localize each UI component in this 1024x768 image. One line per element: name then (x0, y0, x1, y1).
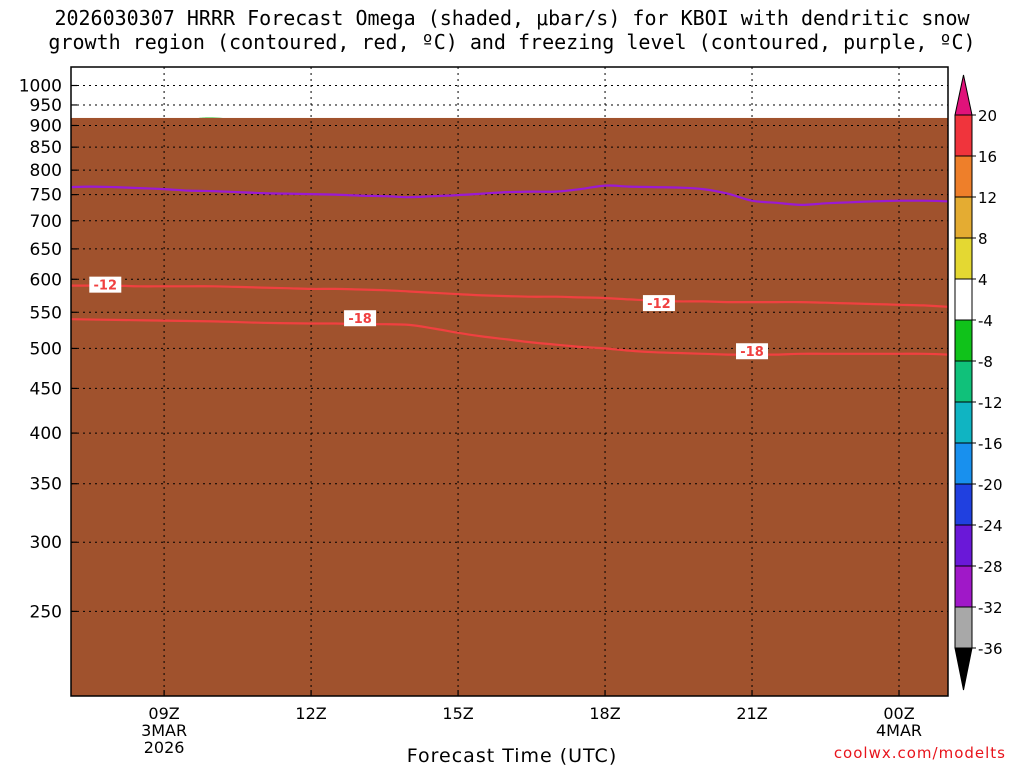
x-tick-label-00Z: 00Z (883, 704, 914, 723)
temperature-contours (71, 184, 948, 356)
plot-frame (70, 66, 949, 697)
y-tick-label-800: 800 (30, 161, 62, 181)
title-line-2: growth region (contoured, red, ºC) and f… (48, 30, 976, 54)
colorbar-band-4 (954, 278, 973, 321)
colorbar-label--36: -36 (978, 640, 1003, 658)
colorbar-band-8 (954, 442, 973, 485)
colorbar-label-12: 12 (978, 189, 997, 207)
colorbar-band-11 (954, 565, 973, 608)
x-tick-label-12Z: 12Z (295, 704, 326, 723)
x-tick-label-4MAR: 4MAR (876, 721, 922, 740)
contour-line-1 (71, 284, 948, 308)
contour-label--12: -12 (647, 297, 671, 312)
x-tick-label-18Z: 18Z (589, 704, 620, 723)
y-tick-label-850: 850 (30, 138, 62, 158)
x-axis-title: Forecast Time (UTC) (406, 745, 618, 767)
title-line-1: 2026030307 HRRR Forecast Omega (shaded, … (54, 6, 970, 30)
contour-label--12: -12 (94, 279, 118, 294)
colorbar-label--32: -32 (978, 599, 1003, 617)
colorbar-label--20: -20 (978, 476, 1003, 494)
colorbar-band-12 (954, 606, 973, 649)
colorbar-band-6 (954, 360, 973, 403)
colorbar-band-10 (954, 524, 973, 567)
colorbar-label-16: 16 (978, 148, 997, 166)
contour-label-bg (736, 343, 769, 360)
y-tick-label-350: 350 (30, 475, 62, 495)
contour-label-bg (89, 276, 122, 293)
y-tick-label-650: 650 (30, 240, 62, 260)
colorbar-band-0 (954, 114, 973, 157)
colorbar-over-arrow (954, 74, 973, 116)
y-tick-label-500: 500 (30, 339, 62, 359)
contour-line-2 (71, 184, 948, 207)
plot-area: -18 -18 -12 -12 (71, 67, 948, 696)
y-tick-label-450: 450 (30, 379, 62, 399)
colorbar-band-1 (954, 155, 973, 198)
contour-labels: -18 -18 -12 -12 (89, 276, 769, 360)
colorbar-label--24: -24 (978, 517, 1003, 535)
contour-label-bg (642, 295, 675, 312)
x-tick-label-09Z: 09Z (148, 704, 179, 723)
colorbar-under-arrow (954, 647, 973, 691)
omega-colorbar: 20 16 12 8 4 -4 -8 -12 -16 -20 -24 -28 -32 -36 (954, 74, 1003, 691)
ground-below-surface (71, 117, 948, 696)
colorbar-band-9 (954, 483, 973, 526)
source-credit: coolwx.com/modelts (833, 744, 1006, 762)
colorbar-label--4: -4 (978, 312, 993, 330)
x-tick-label-15Z: 15Z (442, 704, 473, 723)
pressure-axis: 2503003504004505005506006507007508008509… (19, 77, 77, 622)
x-tick-label-2026: 2026 (144, 738, 185, 757)
colorbar-band-5 (954, 319, 973, 362)
y-tick-label-300: 300 (30, 533, 62, 553)
y-tick-label-700: 700 (30, 212, 62, 232)
grid-lines (71, 67, 948, 696)
y-tick-label-950: 950 (30, 96, 62, 116)
contour-label-bg (344, 310, 377, 327)
y-tick-label-400: 400 (30, 424, 62, 444)
colorbar-band-7 (954, 401, 973, 444)
y-tick-label-550: 550 (30, 303, 62, 323)
x-tick-label-21Z: 21Z (736, 704, 767, 723)
x-tick-label-3MAR: 3MAR (141, 721, 187, 740)
y-tick-label-900: 900 (30, 116, 62, 136)
colorbar-label--12: -12 (978, 394, 1003, 412)
contour-line-0 (71, 318, 948, 356)
contour-label--18: -18 (348, 312, 372, 327)
colorbar-label--28: -28 (978, 558, 1003, 576)
y-tick-label-750: 750 (30, 186, 62, 206)
colorbar-band-3 (954, 237, 973, 280)
y-tick-label-250: 250 (30, 602, 62, 622)
y-tick-label-600: 600 (30, 270, 62, 290)
colorbar-label-20: 20 (978, 107, 997, 125)
colorbar-label--8: -8 (978, 353, 993, 371)
colorbar-label-8: 8 (978, 230, 988, 248)
chart-title: 2026030307 HRRR Forecast Omega (shaded, … (0, 6, 1024, 54)
colorbar-label--16: -16 (978, 435, 1003, 453)
colorbar-band-2 (954, 196, 973, 239)
y-tick-label-1000: 1000 (19, 77, 62, 97)
colorbar-label-4: 4 (978, 271, 988, 289)
contour-label--18: -18 (740, 345, 764, 360)
